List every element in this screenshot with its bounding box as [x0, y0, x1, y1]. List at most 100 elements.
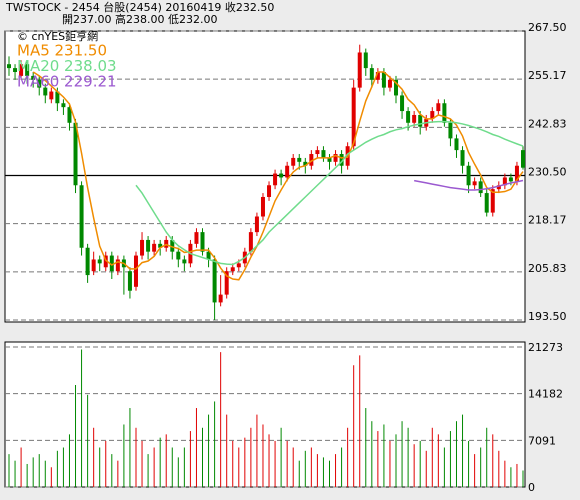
candle-body	[369, 68, 374, 80]
candle-body	[254, 216, 259, 233]
candle-body	[182, 259, 187, 264]
candle-body	[400, 95, 405, 112]
candle-body	[267, 185, 272, 197]
candle-body	[49, 91, 54, 100]
candle-body	[297, 157, 302, 162]
candle-body	[224, 271, 229, 295]
candle-body	[140, 239, 145, 256]
candle-body	[158, 243, 163, 248]
y-tick-label: 267.50	[528, 21, 567, 34]
y-tick-label: 242.83	[528, 117, 567, 130]
ma-line	[414, 179, 524, 191]
candle-body	[309, 154, 314, 166]
candle-body	[442, 103, 447, 123]
y-tick-label: 218.17	[528, 214, 567, 227]
candle-body	[236, 263, 241, 268]
volume-tick-label: 14182	[528, 388, 563, 401]
candle-body	[351, 87, 356, 147]
candle-body	[357, 52, 362, 88]
candle-body	[490, 189, 495, 213]
candle-body	[194, 232, 199, 244]
candle-body	[514, 165, 519, 182]
candle-body	[412, 114, 417, 123]
candle-body	[170, 239, 175, 252]
candle-body	[85, 247, 90, 276]
candle-body	[19, 64, 24, 76]
candle-body	[73, 122, 78, 186]
candle-body	[248, 232, 253, 252]
y-tick-label: 193.50	[528, 310, 567, 323]
candle-body	[448, 122, 453, 139]
candle-body	[146, 239, 151, 252]
legend-entry: MA20 238.03	[17, 57, 117, 75]
legend-entry: MA60 229.21	[17, 73, 117, 91]
candle-body	[285, 165, 290, 178]
candle-body	[303, 161, 308, 166]
candle-body	[291, 157, 296, 166]
candle-body	[508, 177, 513, 182]
candle-body	[521, 150, 525, 168]
candle-body	[260, 196, 265, 217]
candle-body	[218, 294, 223, 303]
candle-body	[478, 181, 483, 194]
candle-body	[406, 111, 411, 123]
candle-body	[127, 271, 132, 291]
legend-entry: MA5 231.50	[17, 42, 107, 60]
candle-body	[315, 150, 320, 155]
candle-body	[502, 177, 507, 186]
volume-tick-label: 7091	[528, 434, 556, 447]
candle-body	[436, 103, 441, 112]
candle-body	[466, 165, 471, 186]
candle-body	[7, 64, 11, 69]
candle-body	[321, 150, 326, 158]
watermark: © cnYES鉅亨網	[17, 29, 98, 43]
volume-tick-label: 0	[528, 481, 535, 494]
volume-tick-label: 21273	[528, 341, 563, 354]
candle-body	[333, 154, 338, 162]
ma-line	[32, 71, 524, 281]
candle-body	[454, 138, 459, 151]
y-tick-label: 205.83	[528, 262, 567, 275]
candle-body	[279, 173, 284, 178]
candle-body	[484, 193, 489, 213]
candle-body	[200, 232, 205, 252]
candle-body	[206, 251, 211, 260]
candle-body	[61, 103, 66, 108]
candle-body	[375, 72, 380, 80]
candle-body	[25, 64, 30, 76]
candle-body	[230, 267, 235, 272]
candle-body	[394, 79, 399, 96]
candle-body	[91, 259, 96, 272]
chart-title: TWSTOCK - 2454 台股(2454) 20160419 收232.50	[5, 0, 274, 14]
candle-body	[327, 157, 332, 162]
candle-body	[79, 185, 84, 248]
ma-line	[135, 120, 524, 266]
candle-body	[67, 107, 72, 123]
candle-body	[176, 251, 181, 260]
candle-body	[55, 91, 60, 104]
candle-body	[31, 75, 36, 80]
y-tick-label: 255.17	[528, 69, 567, 82]
chart-subtitle: 開237.00 高238.00 低232.00	[62, 12, 217, 26]
plot-layer	[5, 30, 525, 488]
candle-body	[430, 111, 435, 119]
candle-body	[472, 181, 477, 186]
volume-panel	[4, 341, 526, 488]
y-tick-label: 230.50	[528, 166, 567, 179]
candle-body	[97, 259, 102, 264]
candle-body	[460, 150, 465, 166]
candle-body	[152, 243, 157, 252]
candle-body	[37, 79, 42, 88]
candle-body	[363, 52, 368, 69]
candle-body	[381, 72, 386, 88]
candle-body	[418, 114, 423, 127]
candle-body	[43, 87, 48, 96]
candle-body	[115, 259, 120, 272]
candle-body	[133, 255, 138, 287]
candle-body	[109, 255, 114, 272]
candle-body	[273, 173, 278, 186]
candle-body	[13, 68, 18, 73]
candle-body	[387, 79, 392, 88]
candle-body	[496, 185, 501, 190]
